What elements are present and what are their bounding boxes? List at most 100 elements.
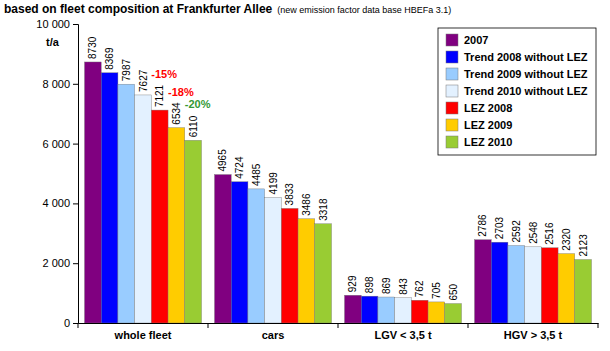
y-tick-label: 4 000 xyxy=(42,197,70,209)
x-tick-label: HGV > 3,5 t xyxy=(504,329,563,341)
legend-swatch xyxy=(446,102,458,114)
bar xyxy=(345,295,362,323)
subtitle: (new emission factor data base HBEFa 3.1… xyxy=(277,5,451,15)
data-labels: 8730496592927868369472489827037987448586… xyxy=(87,36,588,300)
annotation: -15% xyxy=(151,68,177,80)
legend-label: Trend 2008 without LEZ xyxy=(464,51,588,63)
legend-swatch xyxy=(446,85,458,97)
y-tick: 6 000 xyxy=(42,138,78,150)
legend-label: LEZ 2008 xyxy=(464,102,512,114)
x-separator xyxy=(468,323,469,328)
y-tick-mark xyxy=(73,144,78,145)
data-label: 705 xyxy=(431,282,442,299)
annotation: -20% xyxy=(185,98,211,110)
data-label: 898 xyxy=(364,276,375,293)
y-tick: 2 000 xyxy=(42,257,78,269)
bar xyxy=(215,175,232,323)
data-label: 7627 xyxy=(138,69,149,92)
data-label: 6534 xyxy=(171,102,182,125)
data-label: 2516 xyxy=(544,222,555,245)
data-label: 2786 xyxy=(477,214,488,237)
y-tick: 0 xyxy=(64,317,78,329)
data-label: 843 xyxy=(398,278,409,295)
x-separator xyxy=(78,323,79,328)
bar xyxy=(541,248,558,323)
y-tick: 10 000 xyxy=(36,18,78,30)
data-label: 4965 xyxy=(217,149,228,172)
title: based on fleet composition at Frankfurte… xyxy=(4,2,273,16)
legend-swatch xyxy=(446,68,458,80)
data-label: 3833 xyxy=(284,183,295,206)
x-tick: cars xyxy=(262,323,285,341)
bar xyxy=(85,62,102,323)
bar xyxy=(101,73,118,323)
x-tick-label: whole fleet xyxy=(114,329,172,341)
y-tick-mark xyxy=(73,323,78,324)
bar xyxy=(575,260,592,323)
y-axis-title: t/a xyxy=(46,36,60,48)
bar xyxy=(428,302,445,323)
data-label: 7121 xyxy=(154,84,165,107)
bar xyxy=(411,300,428,323)
data-label: 3486 xyxy=(301,193,312,216)
legend-label: Trend 2009 without LEZ xyxy=(464,68,588,80)
data-label: 4724 xyxy=(234,156,245,179)
y-tick-label: 6 000 xyxy=(42,138,70,150)
x-tick: whole fleet xyxy=(114,323,172,341)
data-label: 929 xyxy=(347,275,358,292)
data-label: 869 xyxy=(381,277,392,294)
data-label: 4199 xyxy=(268,172,279,195)
data-label: 650 xyxy=(448,283,459,300)
y-tick-label: 0 xyxy=(64,317,70,329)
x-tick-label: cars xyxy=(262,329,285,341)
bar xyxy=(185,140,202,323)
y-axis-line xyxy=(73,25,79,324)
bar xyxy=(445,304,462,323)
legend-swatch xyxy=(446,34,458,46)
data-label: 6110 xyxy=(188,115,199,137)
legend-label: Trend 2010 without LEZ xyxy=(464,85,588,97)
annotations: -15% -18%-20% xyxy=(151,68,210,110)
x-separator xyxy=(598,323,599,328)
legend-swatch xyxy=(446,136,458,148)
data-label: 2592 xyxy=(511,220,522,243)
bar xyxy=(168,128,185,323)
bar xyxy=(525,247,542,323)
bar xyxy=(558,254,575,323)
y-tick-label: 8 000 xyxy=(42,78,70,90)
bar xyxy=(281,208,298,323)
data-label: 2703 xyxy=(494,216,505,239)
legend: 2007Trend 2008 without LEZTrend 2009 wit… xyxy=(438,28,596,155)
data-label: 2123 xyxy=(578,234,589,257)
bar xyxy=(248,189,265,323)
bar xyxy=(315,224,332,323)
data-label: 2320 xyxy=(561,228,572,251)
chart: based on fleet composition at Frankfurte… xyxy=(0,0,610,351)
bar xyxy=(491,242,508,323)
y-tick: 4 000 xyxy=(42,197,78,209)
y-axis: 0 2 000 4 000 6 000 8 000 10 000 xyxy=(36,18,78,329)
bar xyxy=(231,182,248,323)
bar xyxy=(298,219,315,323)
x-separator xyxy=(208,323,209,328)
x-separator xyxy=(338,323,339,328)
y-tick-label: 2 000 xyxy=(42,257,70,269)
annotation: -18% xyxy=(168,86,194,98)
data-label: 8369 xyxy=(104,47,115,70)
bar xyxy=(151,110,168,323)
y-tick-label: 10 000 xyxy=(36,18,70,30)
x-tick: HGV > 3,5 t xyxy=(504,323,563,341)
bar xyxy=(475,240,492,323)
data-label: 8730 xyxy=(87,36,98,59)
y-tick-mark xyxy=(73,263,78,264)
y-tick-mark xyxy=(73,24,78,25)
x-axis: whole fleetcarsLGV < 3,5 tHGV > 3,5 t xyxy=(78,323,599,341)
legend-label: LEZ 2010 xyxy=(464,136,512,148)
legend-swatch xyxy=(446,119,458,131)
data-label: 762 xyxy=(414,280,425,297)
bar xyxy=(361,296,378,323)
bar xyxy=(395,298,412,323)
bar xyxy=(265,197,282,323)
data-label: 3318 xyxy=(318,198,329,221)
bar xyxy=(378,297,395,323)
